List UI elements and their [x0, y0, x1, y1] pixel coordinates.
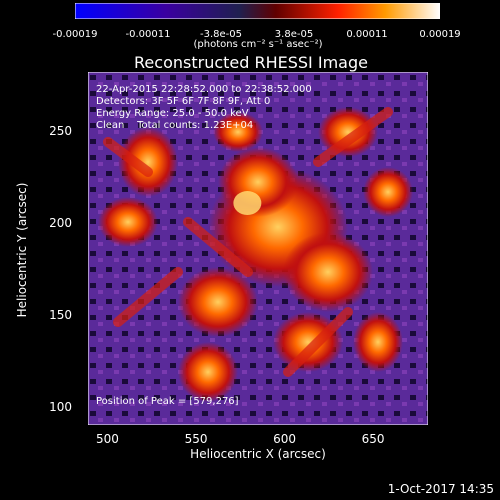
heatmap-plot	[88, 72, 428, 425]
emission-region	[213, 112, 263, 152]
y-tick-label: 250	[49, 123, 72, 138]
colorbar-tick-label: 0.00011	[346, 29, 388, 40]
colorbar-tick-label: -0.00019	[52, 29, 98, 40]
observation-info: 22-Apr-2015 22:28:52.000 to 22:38:52.000…	[96, 84, 312, 132]
emission-region	[118, 127, 178, 197]
x-tick-label: 650	[361, 432, 385, 446]
colorbar-units: (photons cm⁻² s⁻¹ asec⁻²)	[193, 39, 323, 50]
colorbar-tick-label: -0.00011	[125, 29, 171, 40]
timestamp: 1-Oct-2017 14:35	[387, 482, 494, 496]
emission-region	[353, 312, 403, 372]
colorbar-tick-label: -3.8e-05	[200, 29, 242, 40]
emission-region	[178, 342, 238, 402]
y-tick-label: 100	[49, 399, 72, 414]
y-axis-label: Heliocentric Y (arcsec)	[15, 182, 29, 318]
emission-streak	[113, 267, 183, 327]
colorbar-tick-label: 3.8e-05	[274, 29, 314, 40]
emission-region	[318, 107, 378, 157]
emission-region	[98, 197, 158, 247]
colorbar-tick-label: 0.00019	[419, 29, 461, 40]
y-tick-label: 200	[49, 215, 72, 230]
emission-streak	[183, 217, 253, 277]
time-range: 22-Apr-2015 22:28:52.000 to 22:38:52.000	[96, 84, 312, 95]
x-axis-label: Heliocentric X (arcsec)	[190, 447, 326, 461]
emission-region	[283, 232, 373, 312]
chart-title: Reconstructed RHESSI Image	[134, 53, 368, 72]
x-tick-label: 550	[184, 432, 208, 446]
emission-streak	[313, 107, 393, 167]
energy-range: Energy Range: 25.0 - 50.0 keV	[96, 108, 249, 119]
method-counts: Clean Total counts: 1.23E+04	[96, 120, 254, 131]
emission-region	[363, 167, 413, 217]
x-tick-label: 500	[96, 432, 119, 446]
emission-region	[273, 312, 343, 372]
peak-position: Position of Peak = [579,276]	[96, 396, 239, 407]
colorbar	[75, 3, 440, 19]
peak-hotspot	[233, 191, 262, 216]
detectors: Detectors: 3F 5F 6F 7F 8F 9F, Att 0	[96, 96, 271, 107]
emission-streak	[103, 137, 153, 177]
x-tick-label: 600	[273, 432, 297, 446]
y-tick-label: 150	[49, 307, 72, 322]
emission-streak	[283, 307, 353, 377]
emission-region	[178, 267, 258, 337]
